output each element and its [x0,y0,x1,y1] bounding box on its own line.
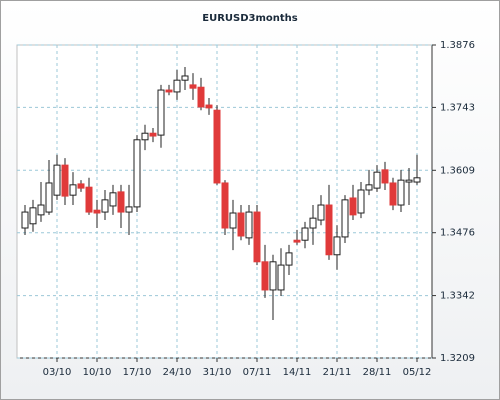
candle-body [173,79,181,93]
candle-body [93,209,101,214]
candle-body [61,164,69,197]
y-tick-label: 1.3342 [440,291,475,302]
x-tick-label: 10/10 [83,367,112,378]
candle-body [205,104,213,109]
candle-body [213,109,221,184]
candle-body [133,139,141,208]
candle-body [101,199,109,213]
candle-body [317,204,325,221]
candle-body [333,236,341,256]
candle-body [365,184,373,191]
x-tick-label: 03/10 [43,367,72,378]
candle-body [301,227,309,241]
y-tick-label: 1.3476 [440,228,475,239]
candle-body [285,252,293,266]
candle-body [189,84,197,89]
candle-body [413,177,421,183]
y-tick-label: 1.3609 [440,165,475,176]
candle-body [277,264,285,291]
candle-body [157,89,165,136]
candle-body [253,211,261,263]
candle-body [237,212,245,237]
candle-body [221,182,229,229]
candle-body [325,204,333,256]
x-tick-label: 31/10 [203,367,232,378]
candle-body [125,206,133,213]
candle-body [77,183,85,189]
candle-body [357,189,365,214]
y-tick-label: 1.3209 [440,353,475,364]
candle-body [197,86,205,108]
candle-body [269,261,277,291]
y-tick-label: 1.3743 [440,102,475,113]
candle-body [229,212,237,229]
candle-body [69,184,77,196]
x-tick-label: 21/11 [323,367,352,378]
candle-body [181,75,189,81]
candle-body [109,192,117,207]
candle-body [381,169,389,184]
candle-body [53,164,61,196]
candle-body [261,261,269,291]
candle-body [293,239,301,243]
candle-body [397,179,405,206]
candle-body [45,182,53,213]
candle-body [165,89,173,93]
candle-body [373,171,381,189]
candle-body [245,211,253,239]
candle-body [341,199,349,238]
y-tick-label: 1.3876 [440,40,475,51]
candle-body [117,191,125,213]
candle-body [21,211,29,229]
x-tick-label: 24/10 [163,367,192,378]
candle-body [37,204,45,216]
x-tick-label: 14/11 [283,367,312,378]
candle-body [309,217,317,229]
chart-title: EURUSD3months [202,13,298,24]
candle-body [29,207,37,225]
candle-body [349,197,357,216]
x-tick-label: 17/10 [123,367,152,378]
candle-body [149,132,157,137]
x-tick-label: 05/12 [403,367,432,378]
x-tick-label: 07/11 [243,367,272,378]
candle-body [389,182,397,206]
candle-body [85,186,93,213]
candle-body [141,132,149,141]
candle-body [405,179,413,183]
x-tick-label: 28/11 [363,367,392,378]
